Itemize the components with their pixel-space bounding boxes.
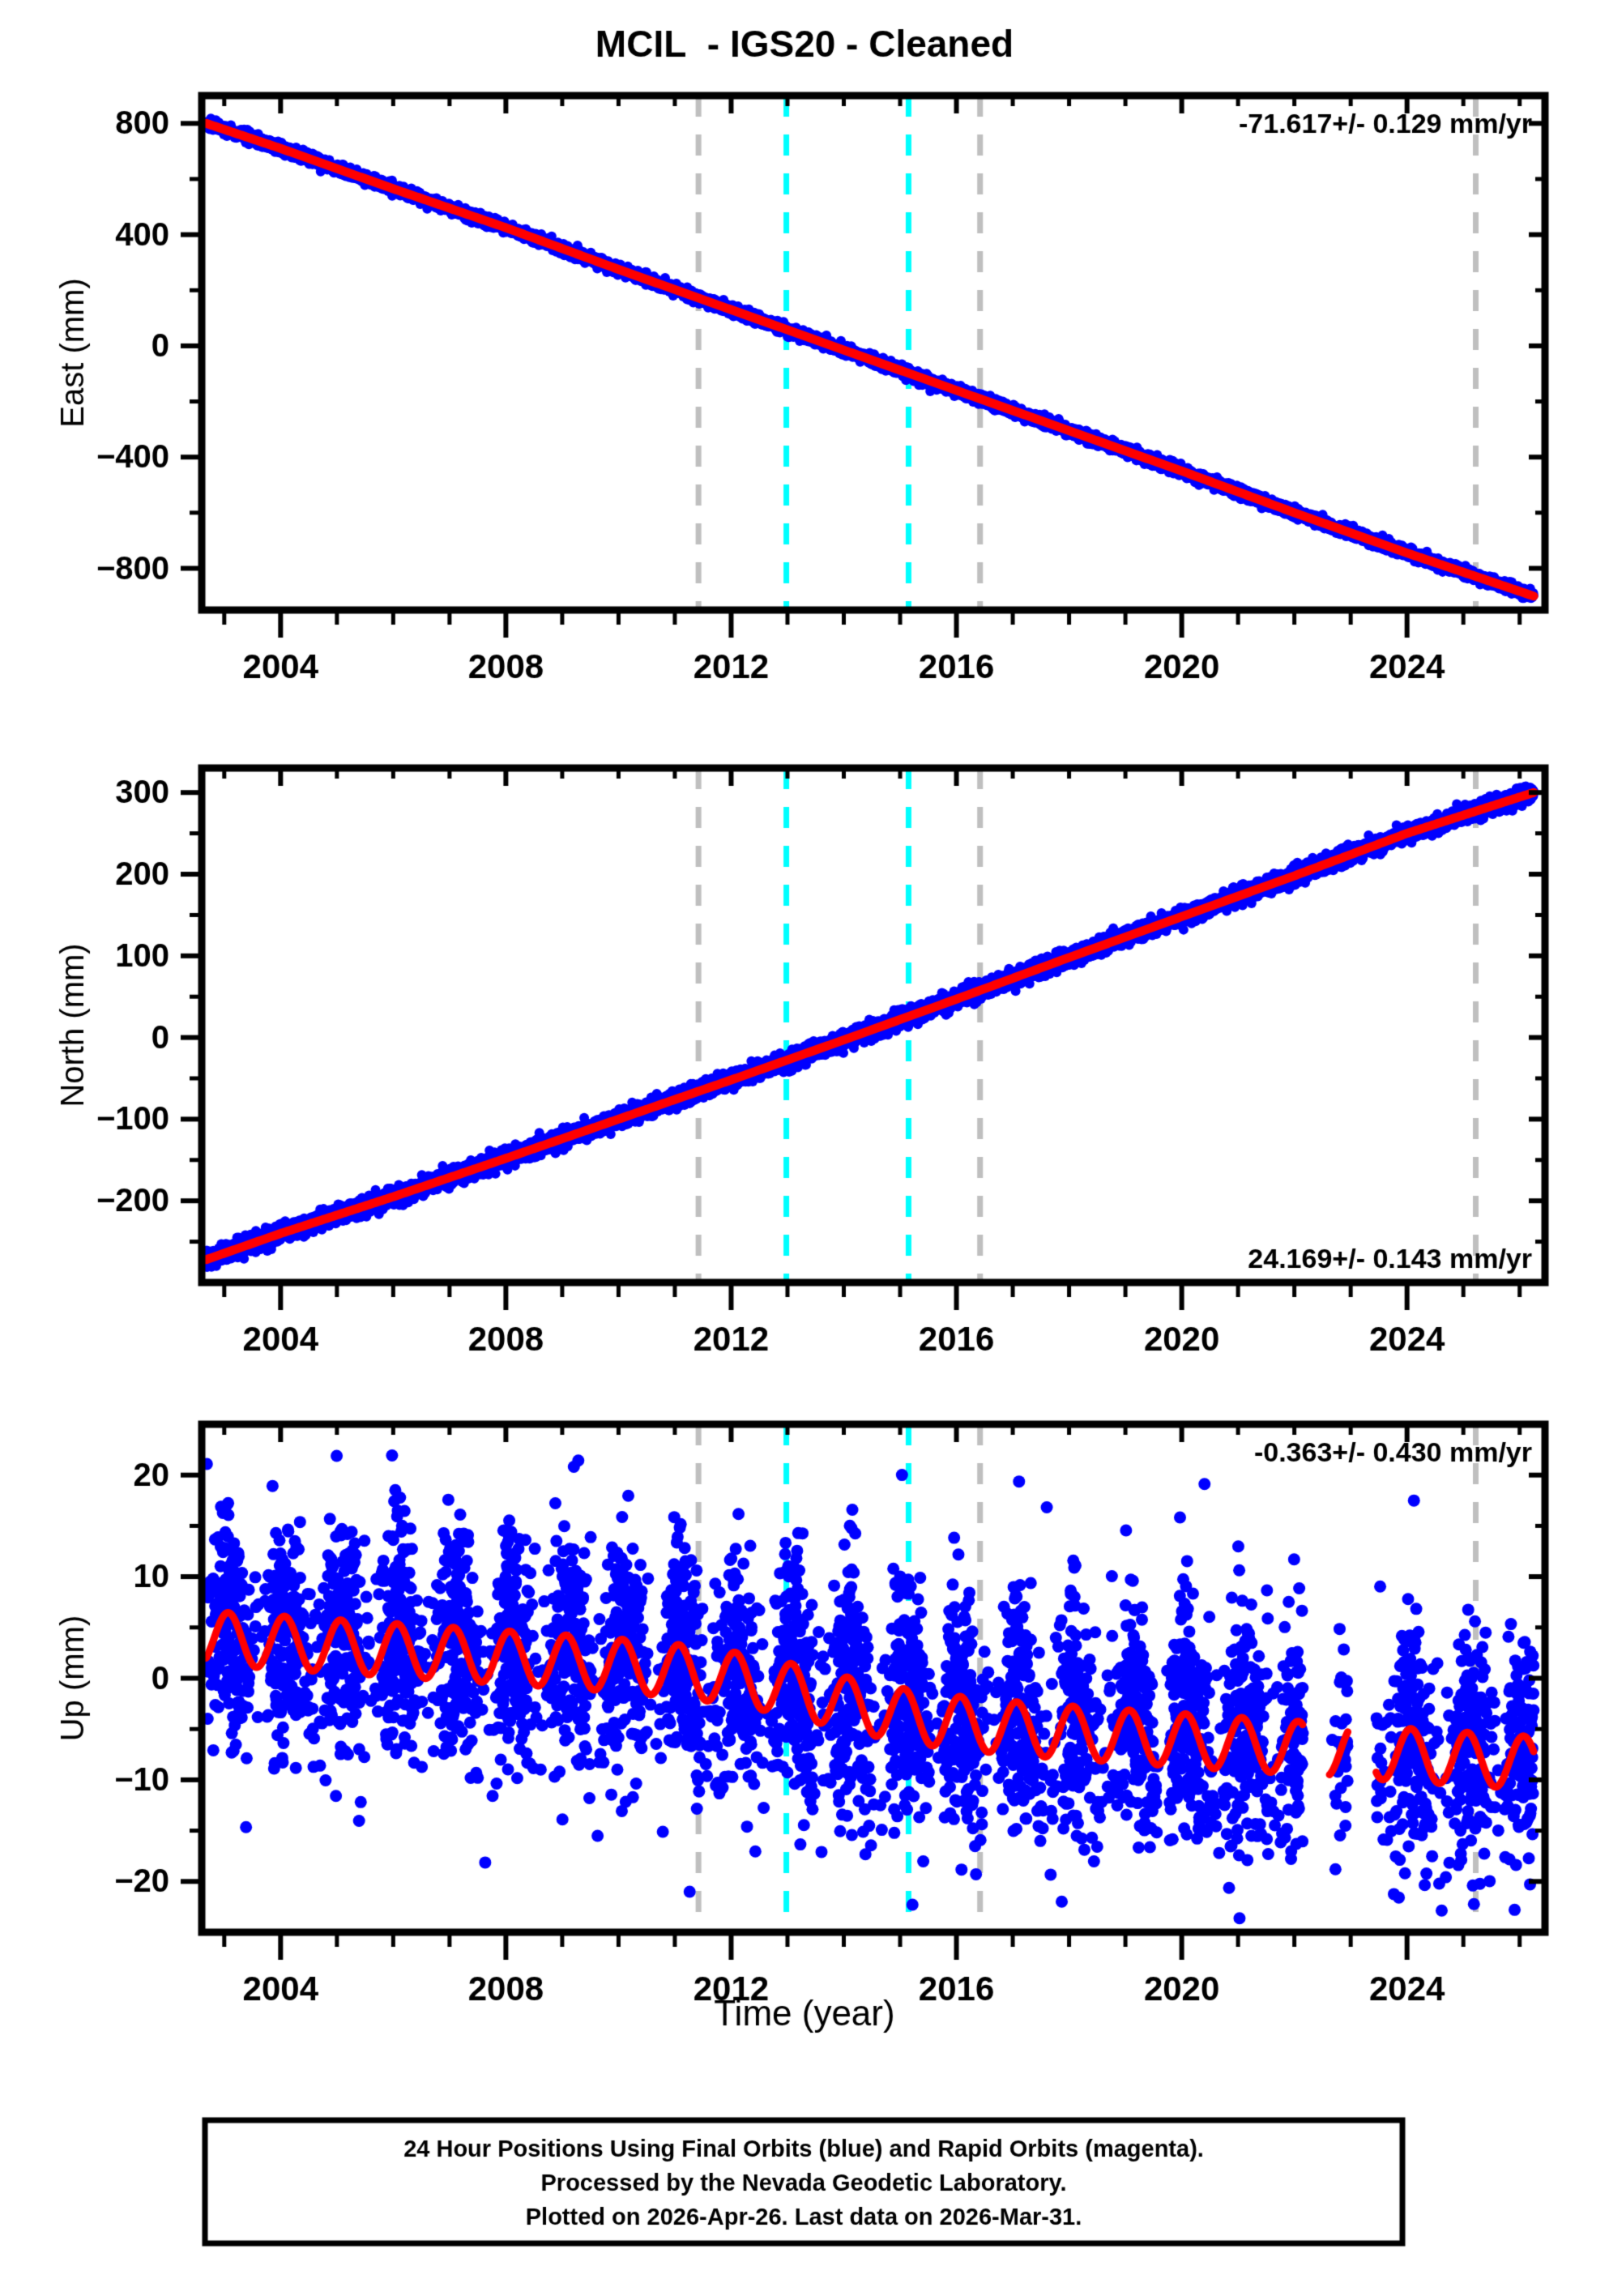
gps-timeseries-canvas (0, 0, 1609, 2296)
figure-root: MCIL - IGS20 - Cleaned -71.617+/- 0.129 … (0, 0, 1609, 2296)
